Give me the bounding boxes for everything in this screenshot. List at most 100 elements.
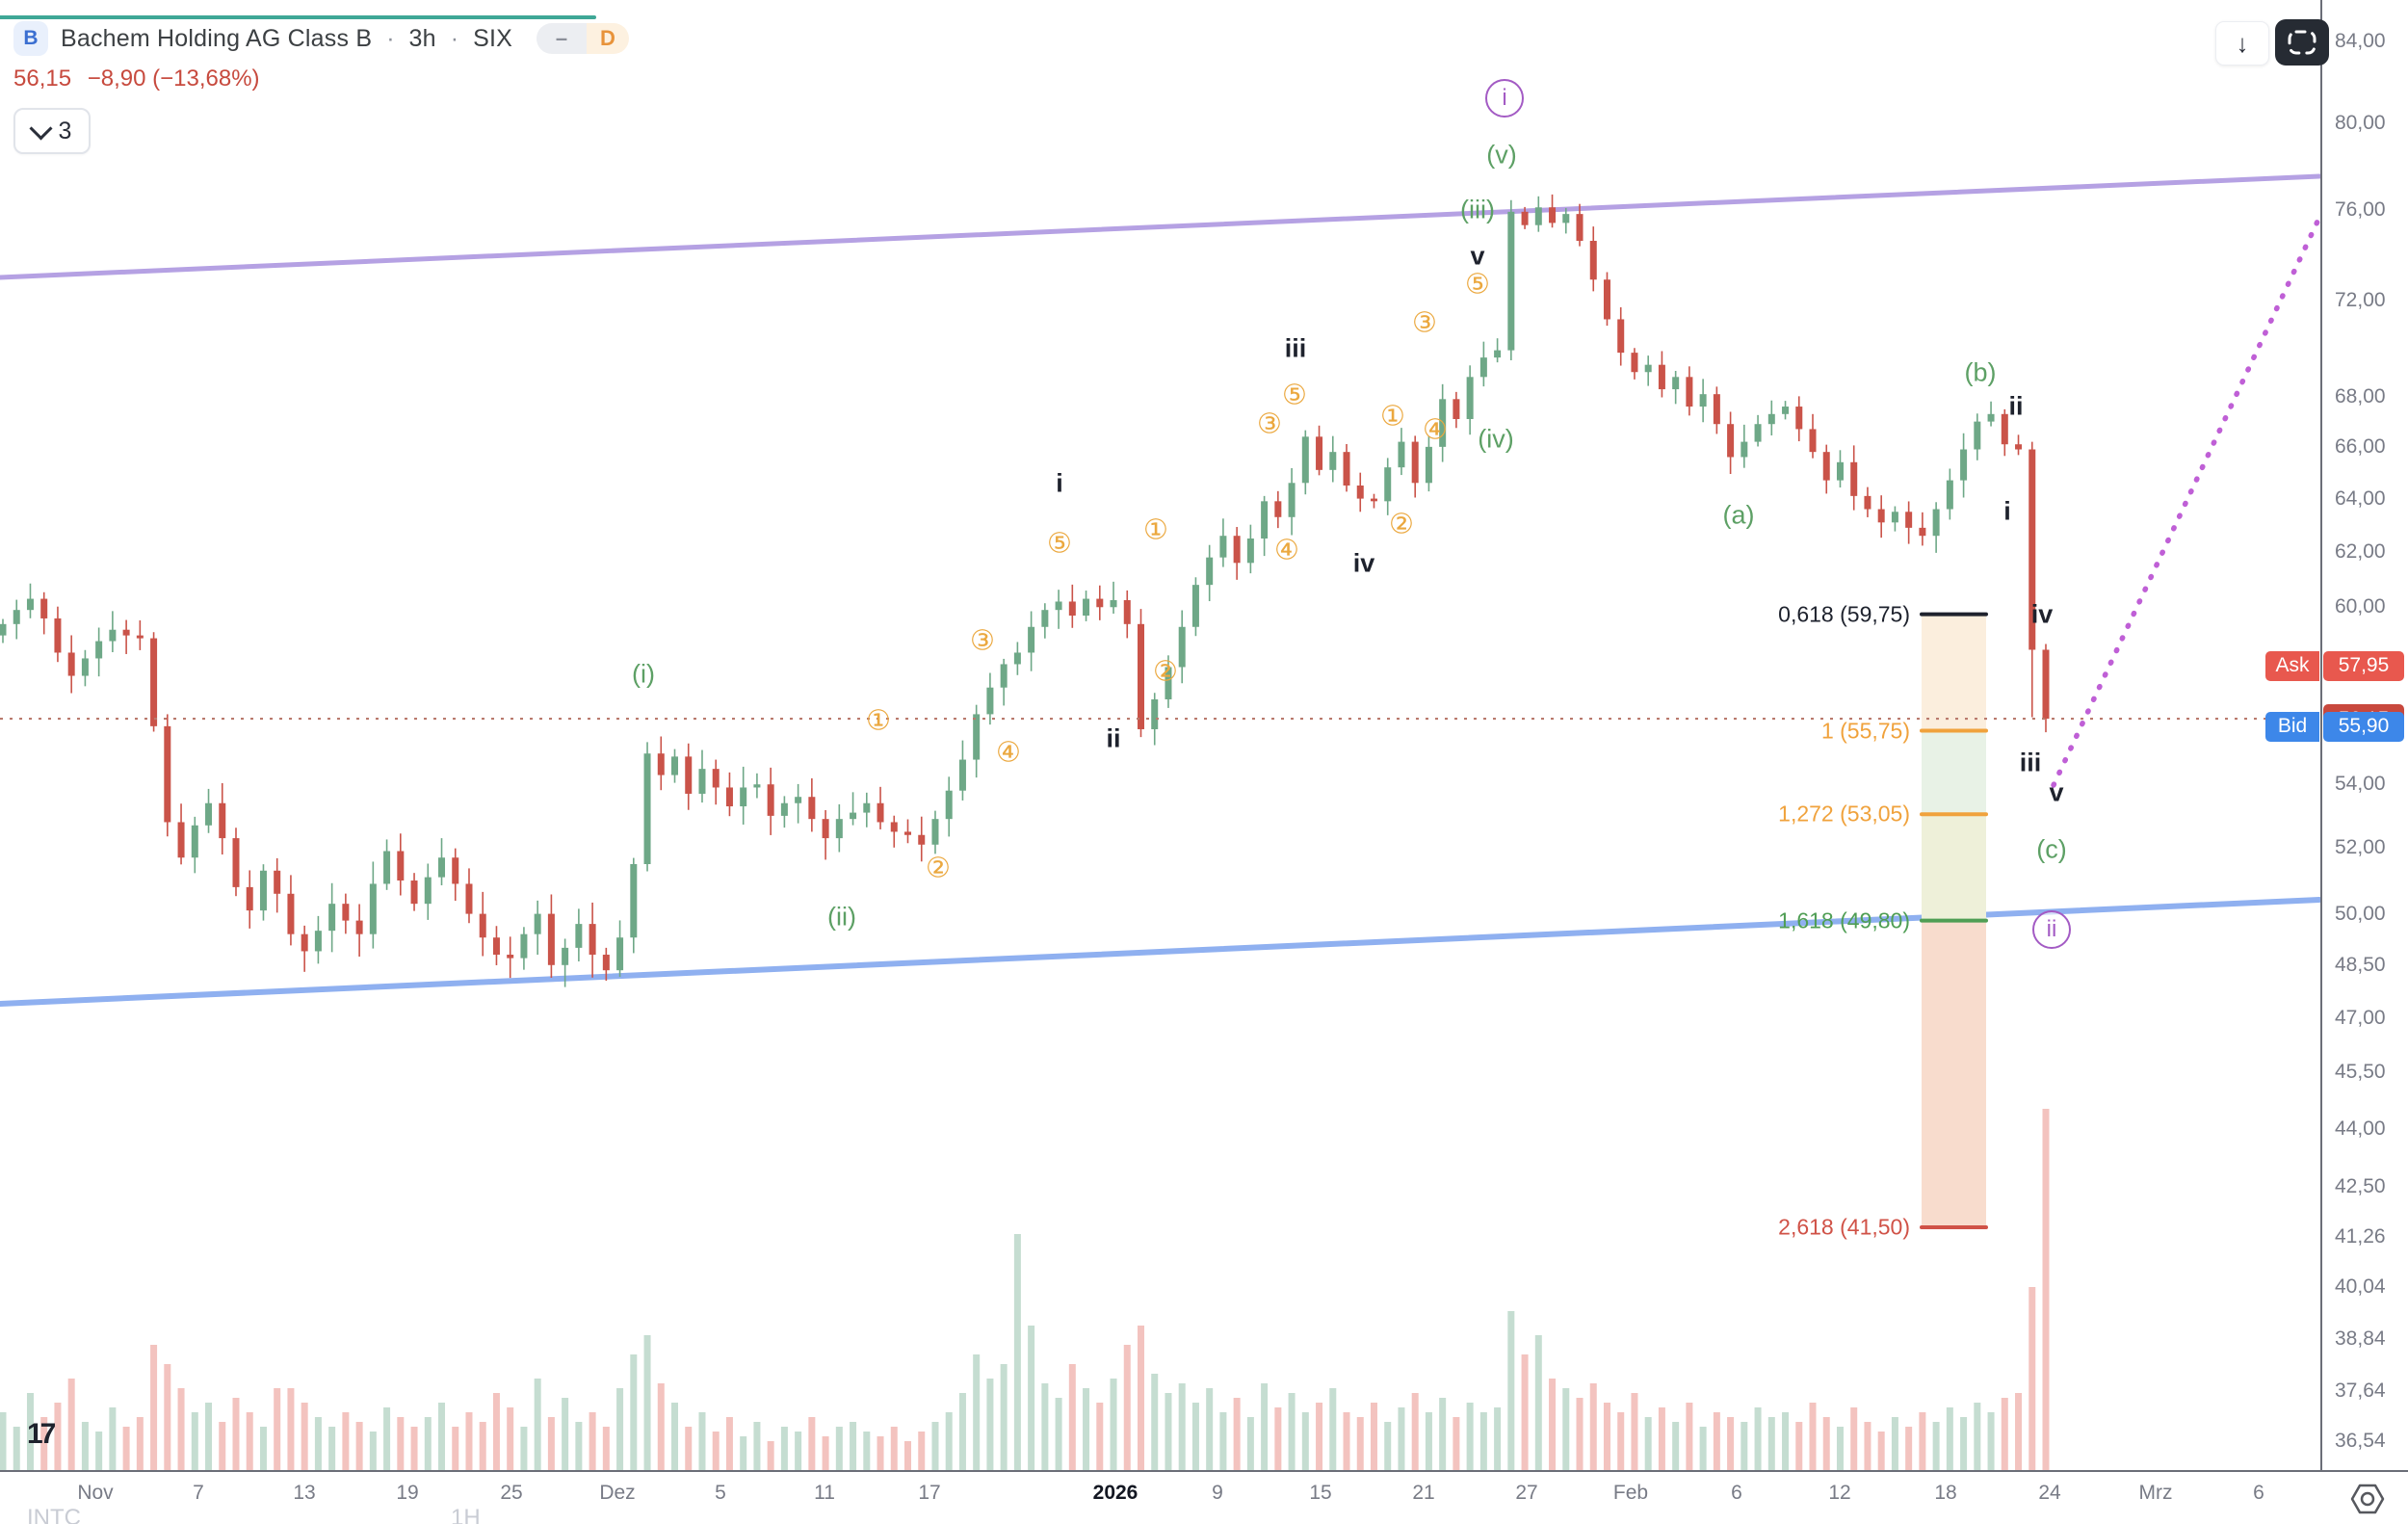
fib-level-label[interactable]: 0,618 (59,75) (1778, 601, 1910, 627)
wave-label[interactable]: ④ (1274, 535, 1299, 566)
download-button[interactable]: ↓ (2215, 21, 2269, 66)
wave-count-dropdown[interactable]: 3 (13, 108, 91, 154)
wave-label[interactable]: ii (1106, 723, 1121, 753)
wave-label[interactable]: iii (1284, 333, 1307, 363)
wave-label[interactable]: (iv) (1478, 424, 1514, 454)
wave-label[interactable]: (a) (1722, 500, 1755, 530)
interval-value[interactable]: 3h (408, 24, 436, 52)
wave-label[interactable]: ③ (1412, 307, 1437, 339)
wave-label[interactable]: v (2049, 777, 2064, 807)
wave-label[interactable]: ③ (1257, 408, 1282, 440)
time-axis-tick[interactable]: 17 (918, 1482, 941, 1504)
price-axis-tick[interactable]: 62,00 (2335, 540, 2386, 564)
wave-label[interactable]: (ii) (827, 902, 856, 932)
time-axis-tick[interactable]: 15 (1309, 1482, 1332, 1504)
price-axis-tick[interactable]: 36,54 (2335, 1430, 2386, 1453)
symbol-logo[interactable]: B (13, 21, 48, 56)
time-axis-tick[interactable]: 13 (293, 1482, 316, 1504)
wave-label-circled[interactable]: ii (2032, 910, 2071, 949)
wave-label[interactable]: ⑤ (1047, 528, 1072, 560)
wave-label[interactable]: (b) (1964, 357, 1997, 387)
price-axis-tick[interactable]: 72,00 (2335, 288, 2386, 311)
time-axis-tick[interactable]: 19 (396, 1482, 419, 1504)
time-axis-tick[interactable]: 18 (1934, 1482, 1957, 1504)
time-axis-tick[interactable]: Feb (1612, 1482, 1649, 1504)
price-axis-tick[interactable]: 64,00 (2335, 486, 2386, 510)
volume-bar (575, 1422, 583, 1470)
price-axis-tick[interactable]: 44,00 (2335, 1117, 2386, 1140)
screenshot-button[interactable] (2275, 19, 2329, 66)
wave-label[interactable]: v (1470, 241, 1485, 271)
price-scale-settings-icon[interactable] (2348, 1482, 2387, 1521)
price-axis-tick[interactable]: 68,00 (2335, 384, 2386, 407)
fib-level-label[interactable]: 1,272 (53,05) (1778, 801, 1910, 827)
price-axis-tick[interactable]: 45,50 (2335, 1061, 2386, 1084)
symbol-name[interactable]: Bachem Holding AG Class B (61, 24, 373, 52)
wave-label[interactable]: iv (1352, 548, 1375, 578)
time-axis-tick[interactable]: 12 (1828, 1482, 1851, 1504)
price-axis-tick[interactable]: 54,00 (2335, 773, 2386, 796)
price-axis-tick[interactable]: 50,00 (2335, 902, 2386, 925)
wave-label[interactable]: (iii) (1460, 195, 1495, 224)
fib-level-label[interactable]: 1 (55,75) (1820, 718, 1910, 744)
wave-label[interactable]: ⑤ (1465, 269, 1490, 301)
wave-label[interactable]: ④ (1423, 414, 1448, 446)
price-axis-tick[interactable]: 84,00 (2335, 29, 2386, 52)
wave-label[interactable]: i (1056, 468, 1063, 498)
time-axis-tick[interactable]: 6 (2253, 1482, 2264, 1504)
wave-label[interactable]: ① (866, 705, 891, 737)
price-axis-tick[interactable]: 41,26 (2335, 1225, 2386, 1248)
time-axis-tick[interactable]: 25 (500, 1482, 523, 1504)
fib-level-label[interactable]: 1,618 (49,80) (1778, 907, 1910, 933)
time-axis-tick[interactable]: 7 (193, 1482, 204, 1504)
price-axis-tick[interactable]: 47,00 (2335, 1006, 2386, 1029)
volume-bar (1411, 1393, 1419, 1470)
candle-body (630, 863, 638, 938)
price-axis-tick[interactable]: 80,00 (2335, 111, 2386, 134)
tradingview-logo[interactable]: 17 (27, 1418, 56, 1450)
price-axis-tick[interactable]: 60,00 (2335, 595, 2386, 618)
price-axis-tick[interactable]: 42,50 (2335, 1175, 2386, 1198)
time-axis-tick[interactable]: 27 (1515, 1482, 1538, 1504)
wave-label[interactable]: ② (1389, 509, 1414, 540)
wave-label[interactable]: ② (926, 853, 951, 884)
price-axis-tick[interactable]: 66,00 (2335, 434, 2386, 458)
wave-label[interactable]: ⑤ (1282, 380, 1307, 411)
wave-label[interactable]: ② (1153, 656, 1178, 688)
time-axis-tick[interactable]: Nov (77, 1482, 114, 1504)
candle-body (1603, 279, 1610, 320)
price-change: −8,90 (−13,68%) (87, 66, 260, 92)
time-axis-tick[interactable]: Dez (599, 1482, 636, 1504)
wave-label[interactable]: iii (2019, 748, 2042, 777)
wave-label[interactable]: ③ (970, 625, 995, 657)
wave-label-circled[interactable]: i (1485, 79, 1524, 118)
wave-label[interactable]: iv (2030, 599, 2054, 629)
price-axis-tick[interactable]: 37,64 (2335, 1379, 2386, 1403)
price-axis-tick[interactable]: 76,00 (2335, 197, 2386, 221)
wave-label[interactable]: ii (2008, 391, 2024, 421)
time-axis-tick[interactable]: 24 (2038, 1482, 2061, 1504)
wave-label[interactable]: (v) (1486, 140, 1517, 170)
wave-label[interactable]: (i) (632, 659, 655, 689)
time-axis-tick[interactable]: 21 (1412, 1482, 1435, 1504)
time-axis-tick[interactable]: 11 (814, 1482, 835, 1504)
price-axis-tick[interactable]: 48,50 (2335, 953, 2386, 976)
wave-label[interactable]: i (2003, 496, 2011, 526)
exchange-name[interactable]: SIX (473, 24, 512, 52)
wave-label[interactable]: (c) (2036, 834, 2067, 864)
time-axis-tick[interactable]: Mrz (2138, 1482, 2173, 1504)
time-axis-tick[interactable]: 9 (1212, 1482, 1223, 1504)
price-axis-tick[interactable]: 38,84 (2335, 1327, 2386, 1350)
wave-label[interactable]: ④ (996, 737, 1021, 769)
wave-label[interactable]: ① (1380, 401, 1405, 433)
fib-level-label[interactable]: 2,618 (41,50) (1778, 1214, 1910, 1240)
price-axis-tick[interactable]: 52,00 (2335, 836, 2386, 859)
market-status-pill[interactable]: – D (536, 23, 629, 54)
candle-body (767, 784, 774, 816)
time-axis-tick[interactable]: 5 (715, 1482, 726, 1504)
price-axis-tick[interactable]: 40,04 (2335, 1275, 2386, 1299)
time-axis-tick[interactable]: 6 (1731, 1482, 1742, 1504)
wave-label[interactable]: ① (1143, 514, 1168, 546)
time-axis-tick[interactable]: 2026 (1092, 1482, 1139, 1504)
